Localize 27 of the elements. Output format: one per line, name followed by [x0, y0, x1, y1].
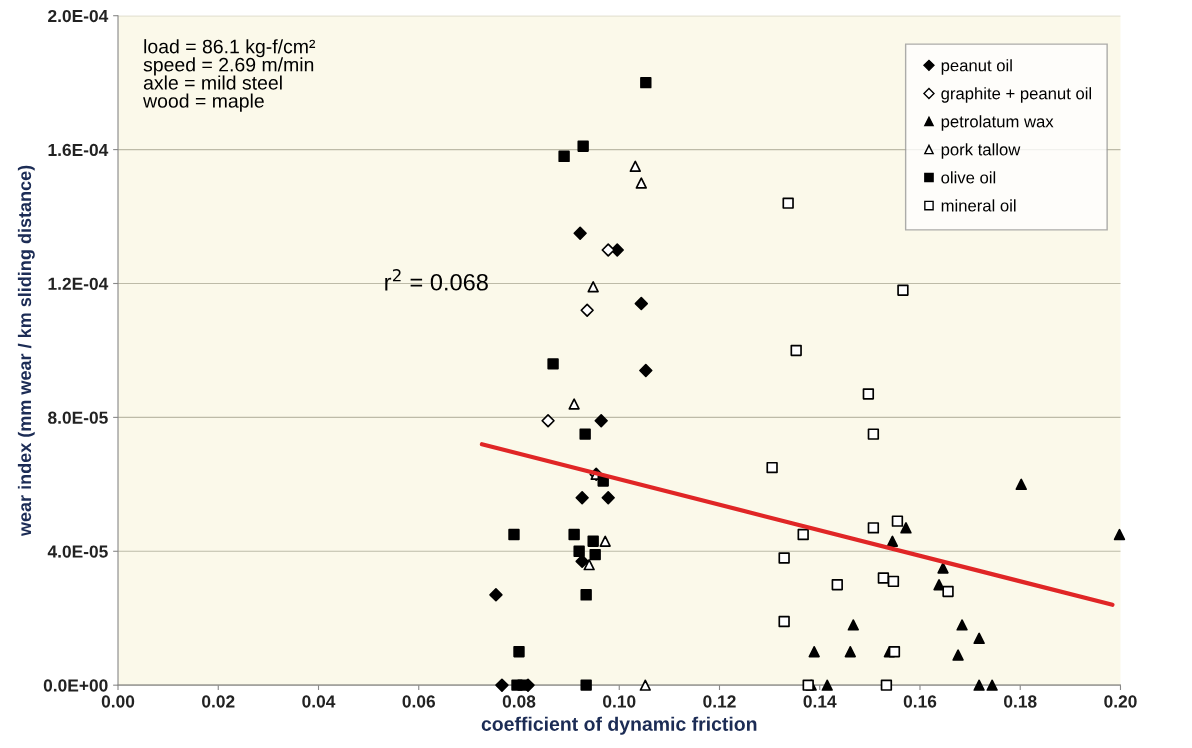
legend-label: graphite + peanut oil: [941, 87, 1092, 103]
x-tick-label: 0.06: [402, 695, 436, 708]
y-tick-label: 8.0E-05: [48, 411, 108, 424]
y-axis-title: wear index (mm wear / km sliding distance): [17, 165, 35, 537]
x-tick-label: 0.20: [1104, 695, 1137, 708]
x-tick-label: 0.02: [202, 695, 235, 708]
x-tick-label: 0.08: [502, 695, 536, 708]
x-tick-label: 0.10: [603, 695, 636, 708]
legend-label: mineral oil: [941, 199, 1016, 212]
x-axis-title: coefficient of dynamic friction: [481, 716, 757, 735]
x-tick-label: 0.12: [703, 695, 736, 708]
y-tick-label: 1.2E-04: [48, 277, 109, 290]
legend-label: olive oil: [941, 171, 996, 184]
x-tick-label: 0.16: [903, 695, 937, 708]
x-tick-label: 0.00: [101, 695, 135, 708]
annotation: load = 86.1 kg-f/cm² speed = 2.69 m/min axle = mild steel wood = maple: [143, 39, 316, 112]
y-tick-label: 2.0E-04: [48, 9, 109, 23]
y-tick-label: 1.6E-04: [48, 143, 109, 157]
x-tick-label: 0.14: [803, 695, 837, 708]
legend-label: pork tallow: [941, 143, 1021, 159]
x-tick-label: 0.04: [302, 695, 336, 708]
legend-label: peanut oil: [941, 59, 1012, 75]
y-tick-label: 0.0E+00: [43, 679, 108, 692]
x-tick-label: 0.18: [1004, 695, 1037, 708]
annotation: r$^{2}$ = 0.068: [385, 269, 488, 291]
y-tick-label: 4.0E-05: [47, 545, 108, 558]
legend-label: petrolatum wax: [941, 115, 1054, 131]
